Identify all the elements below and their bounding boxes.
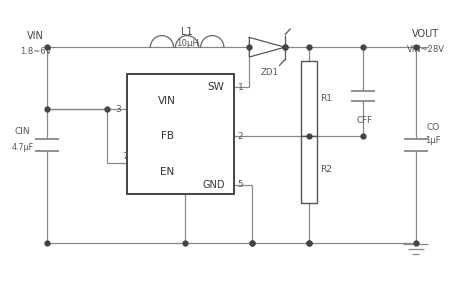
Text: R2: R2 [320, 165, 332, 174]
Text: VIN: VIN [158, 96, 176, 106]
Text: 1μF: 1μF [425, 136, 440, 145]
Text: SW: SW [208, 82, 225, 92]
Text: 1: 1 [237, 83, 244, 92]
Text: VOUT: VOUT [412, 29, 438, 39]
Text: 4.7μF: 4.7μF [12, 143, 34, 152]
Bar [127, 74, 234, 194]
Text: GND: GND [202, 180, 225, 190]
Text: CO: CO [426, 123, 439, 132]
Bar [301, 60, 317, 136]
Text: 1.8~6V: 1.8~6V [21, 47, 52, 56]
Polygon shape [249, 37, 285, 57]
Text: FB: FB [160, 131, 174, 141]
Bar [301, 136, 317, 203]
Text: 5: 5 [237, 180, 244, 189]
Text: CFF: CFF [357, 116, 373, 125]
Text: 7: 7 [122, 151, 128, 160]
Text: L1: L1 [181, 27, 193, 37]
Text: VIN: VIN [27, 31, 44, 41]
Text: 10μH: 10μH [176, 39, 199, 48]
Text: CIN: CIN [15, 127, 31, 136]
Text: EN: EN [160, 167, 174, 176]
Text: ZD1: ZD1 [261, 69, 278, 78]
Text: 2: 2 [237, 132, 243, 140]
Text: 3: 3 [115, 105, 121, 114]
Text: R1: R1 [320, 94, 332, 103]
Text: VIN~28V: VIN~28V [407, 45, 445, 54]
